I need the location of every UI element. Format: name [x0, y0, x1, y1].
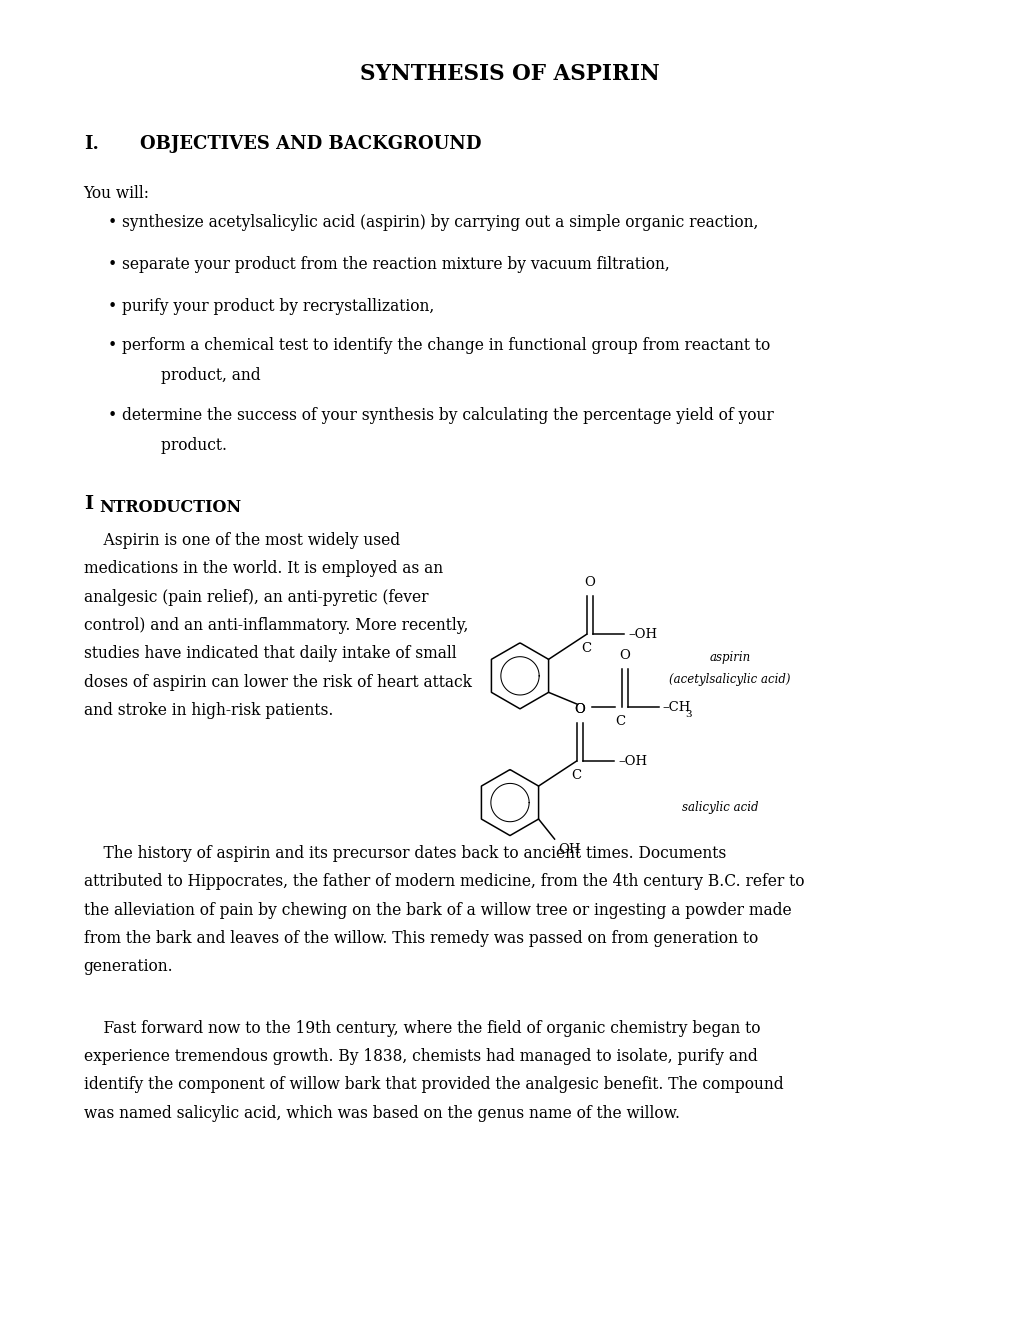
Text: product, and: product, and: [122, 367, 261, 384]
Text: SYNTHESIS OF ASPIRIN: SYNTHESIS OF ASPIRIN: [360, 63, 659, 86]
Text: studies have indicated that daily intake of small: studies have indicated that daily intake…: [84, 645, 455, 663]
Text: from the bark and leaves of the willow. This remedy was passed on from generatio: from the bark and leaves of the willow. …: [84, 929, 757, 946]
Text: C: C: [614, 715, 625, 729]
Text: I: I: [84, 495, 93, 513]
Text: (acetylsalicylic acid): (acetylsalicylic acid): [668, 673, 790, 686]
Text: aspirin: aspirin: [708, 651, 750, 664]
Text: determine the success of your synthesis by calculating the percentage yield of y: determine the success of your synthesis …: [122, 407, 773, 424]
Text: I.: I.: [84, 135, 99, 153]
Text: OBJECTIVES AND BACKGROUND: OBJECTIVES AND BACKGROUND: [140, 135, 481, 153]
Text: was named salicylic acid, which was based on the genus name of the willow.: was named salicylic acid, which was base…: [84, 1105, 679, 1122]
Text: –OH: –OH: [628, 628, 657, 640]
Text: •: •: [107, 407, 117, 424]
Text: Aspirin is one of the most widely used: Aspirin is one of the most widely used: [84, 532, 399, 549]
Text: analgesic (pain relief), an anti-pyretic (fever: analgesic (pain relief), an anti-pyretic…: [84, 589, 428, 606]
Text: control) and an anti-inflammatory. More recently,: control) and an anti-inflammatory. More …: [84, 618, 468, 634]
Text: •: •: [107, 298, 117, 315]
Text: •: •: [107, 256, 117, 273]
Text: purify your product by recrystallization,: purify your product by recrystallization…: [122, 298, 434, 315]
Text: •: •: [107, 337, 117, 354]
Text: –OH: –OH: [618, 755, 647, 767]
Text: O: O: [574, 704, 585, 715]
Text: OH: OH: [558, 842, 581, 855]
Text: O: O: [584, 577, 594, 589]
Text: attributed to Hippocrates, the father of modern medicine, from the 4th century B: attributed to Hippocrates, the father of…: [84, 874, 803, 890]
Text: O: O: [574, 702, 585, 715]
Text: C: C: [571, 770, 581, 781]
Text: medications in the world. It is employed as an: medications in the world. It is employed…: [84, 561, 442, 577]
Text: experience tremendous growth. By 1838, chemists had managed to isolate, purify a: experience tremendous growth. By 1838, c…: [84, 1048, 757, 1065]
Text: NTRODUCTION: NTRODUCTION: [99, 499, 240, 516]
Text: 3: 3: [685, 710, 692, 719]
Text: You will:: You will:: [84, 185, 150, 202]
Text: product.: product.: [122, 437, 227, 454]
Text: perform a chemical test to identify the change in functional group from reactant: perform a chemical test to identify the …: [122, 337, 770, 354]
Text: generation.: generation.: [84, 958, 173, 975]
Text: and stroke in high-risk patients.: and stroke in high-risk patients.: [84, 702, 332, 719]
Text: the alleviation of pain by chewing on the bark of a willow tree or ingesting a p: the alleviation of pain by chewing on th…: [84, 902, 791, 919]
Text: •: •: [107, 214, 117, 231]
Text: separate your product from the reaction mixture by vacuum filtration,: separate your product from the reaction …: [122, 256, 669, 273]
Text: C: C: [581, 643, 591, 655]
Text: Fast forward now to the 19th century, where the field of organic chemistry began: Fast forward now to the 19th century, wh…: [84, 1020, 759, 1036]
Text: doses of aspirin can lower the risk of heart attack: doses of aspirin can lower the risk of h…: [84, 673, 471, 690]
Text: –CH: –CH: [662, 701, 690, 714]
Text: salicylic acid: salicylic acid: [681, 801, 757, 814]
Text: identify the component of willow bark that provided the analgesic benefit. The c: identify the component of willow bark th…: [84, 1077, 783, 1093]
Text: O: O: [619, 649, 630, 663]
Text: The history of aspirin and its precursor dates back to ancient times. Documents: The history of aspirin and its precursor…: [84, 845, 726, 862]
Text: synthesize acetylsalicylic acid (aspirin) by carrying out a simple organic react: synthesize acetylsalicylic acid (aspirin…: [122, 214, 758, 231]
